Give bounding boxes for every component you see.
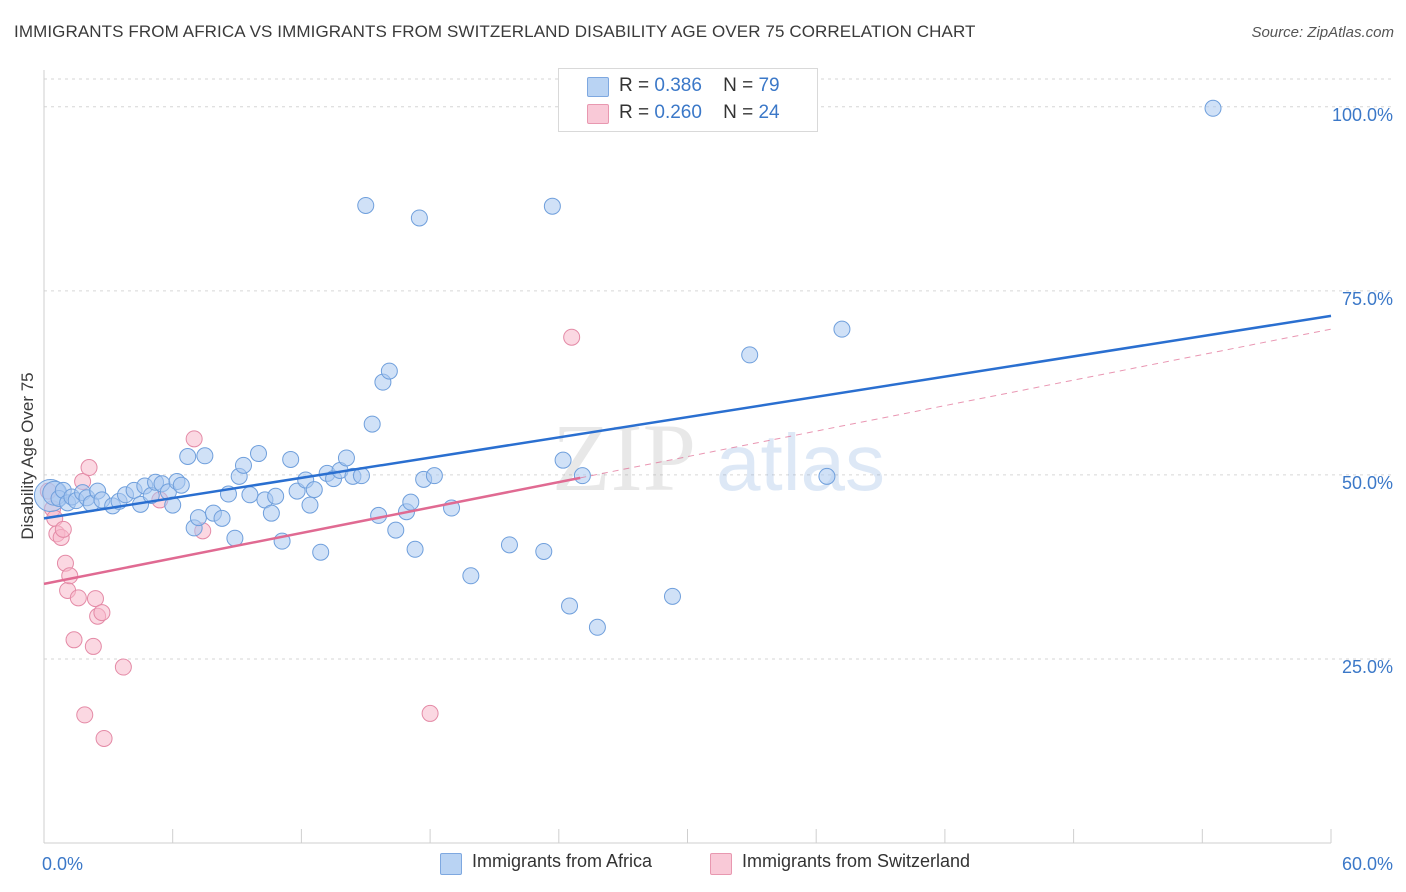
switzerland-points [39, 328, 581, 747]
africa-point [406, 540, 424, 558]
watermark-atlas: atlas [716, 418, 885, 507]
africa-points [33, 99, 1222, 636]
africa-point [425, 467, 443, 485]
switzerland-point [54, 520, 72, 538]
x-tick-label-min: 0.0% [42, 854, 83, 874]
y-tick-label: 75.0% [1342, 289, 1393, 309]
chart-title: IMMIGRANTS FROM AFRICA VS IMMIGRANTS FRO… [14, 22, 976, 41]
source-credit: Source: ZipAtlas.com [1251, 24, 1394, 41]
africa-point [312, 543, 330, 561]
switzerland-point [61, 567, 79, 585]
y-axis-label: Disability Age Over 75 [18, 372, 37, 539]
trend-lines [43, 314, 1332, 586]
bottom-africa-swatch [440, 853, 462, 875]
grid-lines [44, 78, 1393, 660]
africa-point [172, 476, 190, 494]
switzerland-trend-line [43, 476, 581, 586]
switzerland-point [93, 604, 111, 622]
switzerland-swatch [587, 104, 609, 124]
africa-point [543, 197, 561, 215]
africa-point [337, 449, 355, 467]
africa-point [305, 481, 323, 499]
africa-trend-line [43, 314, 1332, 520]
africa-point [234, 456, 252, 474]
africa-point [663, 587, 681, 605]
switzerland-r-label: R = [619, 102, 650, 123]
switzerland-point [563, 328, 581, 346]
switzerland-point [114, 658, 132, 676]
africa-point [357, 196, 375, 214]
switzerland-point [76, 706, 94, 724]
switzerland-n-value: 24 [758, 102, 780, 123]
africa-point [410, 209, 428, 227]
africa-point [462, 567, 480, 585]
africa-point [196, 447, 214, 465]
africa-point [267, 487, 285, 505]
x-tick-label-max: 60.0% [1342, 854, 1393, 874]
switzerland-point [95, 729, 113, 747]
africa-point [262, 504, 280, 522]
switzerland-n-label: N = [723, 102, 754, 123]
africa-point [213, 509, 231, 527]
legend-row-africa: R = 0.386 N = 79 [619, 73, 780, 99]
africa-point [189, 509, 207, 527]
correlation-legend: R = 0.386 N = 79 R = 0.260 N = 24 [558, 68, 818, 132]
africa-point [833, 320, 851, 338]
africa-point [554, 451, 572, 469]
africa-point [1204, 99, 1222, 117]
africa-point [282, 450, 300, 468]
africa-point [363, 415, 381, 433]
switzerland-point [84, 637, 102, 655]
africa-point [588, 618, 606, 636]
africa-point [241, 486, 259, 504]
africa-point [250, 445, 267, 463]
bottom-legend-switzerland: Immigrants from Switzerland [742, 851, 971, 871]
africa-point [301, 496, 319, 514]
africa-n-label: N = [723, 75, 754, 96]
switzerland-point [69, 589, 87, 607]
africa-point [818, 467, 836, 485]
africa-point [387, 521, 405, 539]
switzerland-point [86, 590, 104, 608]
axes [43, 70, 1332, 844]
x-tick-labels: 0.0% 60.0% [42, 854, 1393, 874]
y-tick-label: 100.0% [1332, 105, 1393, 125]
africa-r-value: 0.386 [654, 75, 702, 96]
switzerland-point [421, 704, 439, 722]
africa-point [573, 467, 591, 485]
africa-point [500, 536, 518, 554]
bottom-switzerland-swatch [710, 853, 732, 875]
africa-point [380, 362, 398, 380]
switzerland-point [185, 430, 203, 448]
watermark: ZIP atlas [552, 404, 885, 511]
africa-point [402, 493, 420, 511]
africa-point [561, 597, 579, 615]
africa-point [179, 448, 197, 465]
africa-swatch [587, 77, 609, 97]
watermark-zip: ZIP [552, 404, 696, 511]
legend-row-switzerland: R = 0.260 N = 24 [619, 100, 780, 126]
africa-point [535, 542, 553, 560]
africa-n-value: 79 [758, 75, 780, 96]
y-tick-labels: 25.0% 50.0% 75.0% 100.0% [1332, 105, 1393, 677]
switzerland-point [80, 459, 98, 477]
africa-r-label: R = [619, 75, 650, 96]
y-tick-label: 25.0% [1342, 657, 1393, 677]
africa-point [741, 346, 759, 364]
y-tick-label: 50.0% [1342, 473, 1393, 493]
bottom-legend-africa: Immigrants from Africa [472, 851, 653, 871]
switzerland-r-value: 0.260 [654, 102, 702, 123]
switzerland-point [65, 631, 83, 649]
